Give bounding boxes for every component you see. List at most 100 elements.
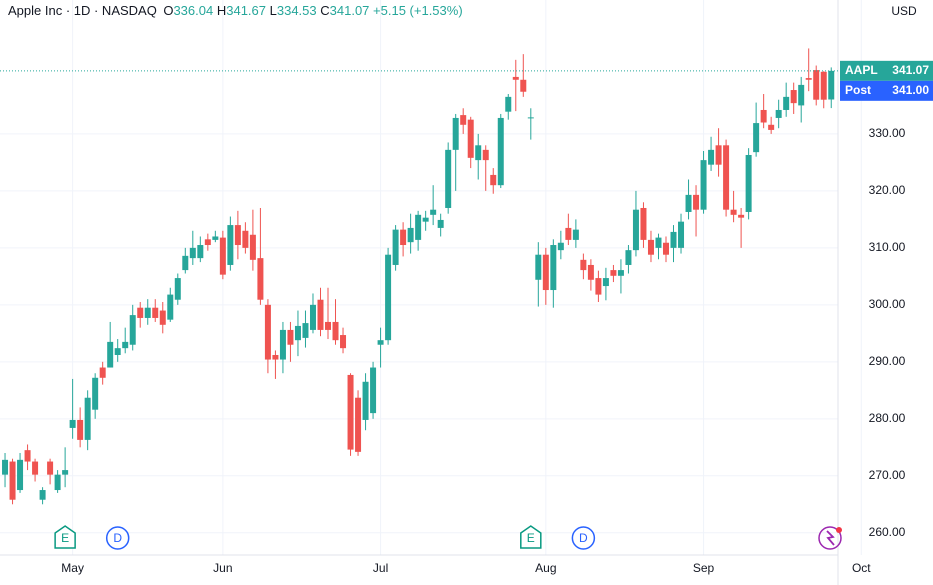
candle-body [294, 325, 301, 341]
candle-body [828, 70, 835, 100]
event-marker[interactable]: E [54, 525, 76, 549]
candle-body [212, 236, 219, 240]
candle-body [92, 377, 99, 410]
ohlc-value: 336.04 [173, 3, 214, 18]
candle-body [242, 230, 249, 248]
candle-body [17, 459, 24, 491]
candle-body [670, 231, 677, 248]
price-tag [840, 80, 933, 101]
candle-body [813, 70, 820, 100]
event-marker[interactable]: E [520, 525, 542, 549]
candle-body [84, 397, 91, 440]
candle-body [655, 237, 662, 248]
candle-body [197, 245, 204, 259]
candle-body [512, 76, 519, 80]
candle-body [325, 321, 332, 330]
candle-body [54, 474, 61, 491]
candle-body [572, 229, 579, 240]
candle-body [625, 250, 632, 265]
candle-body [129, 315, 136, 345]
candle-body [355, 397, 362, 452]
plot [0, 0, 862, 555]
candle-body [550, 245, 557, 291]
candle-body [122, 341, 129, 349]
candle-body [460, 115, 467, 125]
candle-body [445, 149, 452, 208]
x-tick-label: Jul [373, 561, 388, 575]
candle-body [805, 78, 812, 80]
x-tick-label: Oct [852, 561, 871, 575]
candle-body [152, 307, 159, 318]
price-tag-value: 341.00 [892, 83, 929, 97]
candle-body [760, 109, 767, 123]
icon-ring [818, 526, 842, 550]
icon-dot [836, 527, 842, 533]
candle-body [167, 294, 174, 320]
candle-body [9, 461, 16, 500]
grid [0, 0, 862, 555]
candle-body [422, 217, 429, 222]
candle-body [542, 254, 549, 291]
candle-body [520, 79, 527, 92]
candle-body [182, 255, 189, 271]
event-shape [105, 526, 130, 550]
candle-body [565, 227, 572, 240]
candle-body [287, 329, 294, 345]
candle-body [69, 419, 76, 428]
candle-body [753, 123, 760, 153]
ohlc-value: 341.07 [329, 3, 370, 18]
event-label: D [113, 531, 122, 545]
candle-body [400, 229, 407, 246]
candle-body [678, 221, 685, 248]
candle-body [617, 270, 624, 276]
candle-body [234, 225, 241, 246]
candle-body [820, 71, 827, 100]
candle-body [430, 209, 437, 215]
event-shape [571, 526, 596, 550]
candle-body [798, 84, 805, 106]
event-label: E [527, 531, 535, 545]
ohlc-label: O [163, 3, 174, 18]
candle-body [370, 367, 377, 414]
candle-body [730, 209, 737, 215]
icon-bolt [826, 530, 835, 546]
candle-body [114, 348, 121, 355]
candle-body [700, 160, 707, 210]
candle-body [452, 117, 459, 150]
candle-body [557, 242, 564, 251]
candle-body [302, 323, 309, 338]
candle-body [332, 321, 339, 341]
y-tick-label: 270.00 [869, 468, 906, 482]
candle-body [768, 124, 775, 130]
y-tick-label: 320.00 [869, 183, 906, 197]
candle-body [475, 145, 482, 161]
candle-body [99, 367, 106, 378]
event-label: D [579, 531, 588, 545]
candle-body [632, 209, 639, 251]
assistant-icon[interactable] [818, 526, 842, 550]
candle-body [385, 254, 392, 341]
x-tick-label: Jun [213, 561, 232, 575]
price-tag [840, 60, 933, 81]
change: +5.15 (+1.53%) [373, 3, 463, 18]
candle-body [309, 304, 316, 330]
candle-body [535, 254, 542, 280]
candle-body [437, 219, 444, 228]
candle-body [640, 207, 647, 240]
candle-body [497, 117, 504, 186]
candle-body [490, 174, 497, 186]
candle-body [39, 490, 46, 500]
y-tick-label: 280.00 [869, 411, 906, 425]
candle-body [137, 307, 144, 318]
candle-body [272, 354, 279, 360]
candle-body [347, 374, 354, 450]
candle-body [595, 278, 602, 295]
candle-body [467, 119, 474, 158]
candle-body [174, 278, 181, 300]
candle-body [377, 340, 384, 345]
event-marker[interactable]: D [105, 526, 130, 550]
ohlc-value: 334.53 [276, 3, 317, 18]
candle-body [685, 194, 692, 212]
price-tag-name: Post [845, 83, 871, 97]
event-marker[interactable]: D [571, 526, 596, 550]
